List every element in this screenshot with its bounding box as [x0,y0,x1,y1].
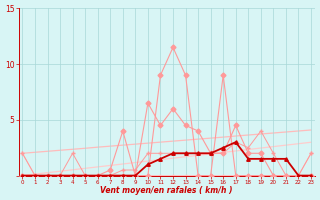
X-axis label: Vent moyen/en rafales ( km/h ): Vent moyen/en rafales ( km/h ) [100,186,233,195]
